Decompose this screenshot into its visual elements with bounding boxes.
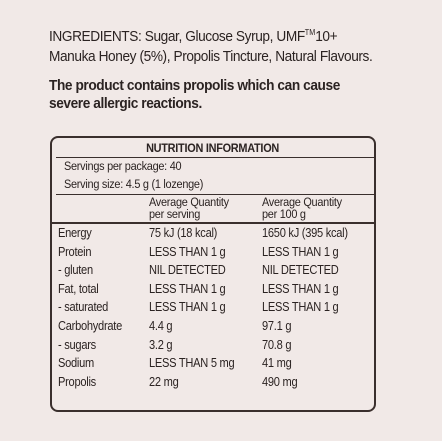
ingredients-line-1-rest: : Sugar, Glucose Syrup, UMF xyxy=(137,28,305,45)
column-head-per-100g: Average Quantity per 100 g xyxy=(262,195,342,221)
nutrition-row: Carbohydrate 4.4 g 97.1 g xyxy=(52,319,374,335)
ingredients-heading: INGREDIENTS xyxy=(49,28,138,45)
nutrient-name: - sugars xyxy=(58,337,96,352)
per-100g-value: 97.1 g xyxy=(262,319,292,333)
nutrition-row: Sodium LESS THAN 5 mg 41 mg xyxy=(52,356,374,372)
serving-size: Serving size: 4.5 g (1 lozenge) xyxy=(64,177,204,191)
allergy-warning: The product contains propolis which can … xyxy=(49,77,340,113)
per-100g-value: LESS THAN 1 g xyxy=(262,300,339,315)
serving-divider xyxy=(56,194,374,195)
nutrient-name: Protein xyxy=(58,244,92,259)
title-divider xyxy=(56,157,374,158)
nutrition-row: Propolis 22 mg 490 mg xyxy=(52,375,374,391)
per-serving-value: LESS THAN 1 g xyxy=(149,300,226,315)
ingredients-line-1-end: 10+ xyxy=(315,28,338,45)
per-serving-value: 22 mg xyxy=(149,374,179,389)
ingredients-line-1: INGREDIENTS: Sugar, Glucose Syrup, UMFTM… xyxy=(49,28,391,48)
per-serving-value: NIL DETECTED xyxy=(149,263,226,278)
nutrition-row: - gluten NIL DETECTED NIL DETECTED xyxy=(52,263,374,279)
per-100g-value: 41 mg xyxy=(262,356,292,371)
allergy-warning-line-2: severe allergic reactions. xyxy=(49,95,202,112)
nutrition-title: NUTRITION INFORMATION xyxy=(146,141,280,155)
nutrient-name: Propolis xyxy=(58,374,96,389)
per-100g-value: 70.8 g xyxy=(262,337,292,352)
per-100g-value: 490 mg xyxy=(262,374,298,389)
nutrition-row: Fat, total LESS THAN 1 g LESS THAN 1 g xyxy=(52,282,374,298)
nutrition-row: - saturated LESS THAN 1 g LESS THAN 1 g xyxy=(52,300,374,316)
nutrition-row: - sugars 3.2 g 70.8 g xyxy=(52,338,374,354)
per-serving-value: 4.4 g xyxy=(149,319,173,333)
nutrient-name: Fat, total xyxy=(58,281,99,296)
ingredients-line-2: Manuka Honey (5%), Propolis Tincture, Na… xyxy=(49,48,373,65)
per-serving-value: 75 kJ (18 kcal) xyxy=(149,226,218,240)
per-100g-value: 1650 kJ (395 kcal) xyxy=(262,226,348,240)
column-head-per-serving: Average Quantity per serving xyxy=(149,195,229,221)
header-divider xyxy=(52,222,374,224)
per-100g-value: LESS THAN 1 g xyxy=(262,281,339,296)
nutrition-row: Energy 75 kJ (18 kcal) 1650 kJ (395 kcal) xyxy=(52,226,374,242)
nutrition-panel: NUTRITION INFORMATION Servings per packa… xyxy=(50,136,376,412)
ingredients-text: INGREDIENTS: Sugar, Glucose Syrup, UMFTM… xyxy=(49,28,391,66)
per-serving-value: LESS THAN 5 mg xyxy=(149,356,235,371)
nutrient-name: Energy xyxy=(58,226,92,240)
per-100g-value: NIL DETECTED xyxy=(262,263,339,278)
per-100g-value: LESS THAN 1 g xyxy=(262,244,339,259)
per-serving-value: LESS THAN 1 g xyxy=(149,244,226,259)
nutrient-name: Sodium xyxy=(58,356,94,371)
nutrient-name: - gluten xyxy=(58,263,93,278)
allergy-warning-line-1: The product contains propolis which can … xyxy=(49,77,340,94)
servings-per-package: Servings per package: 40 xyxy=(64,159,182,173)
nutrient-name: - saturated xyxy=(58,300,109,315)
nutrient-name: Carbohydrate xyxy=(58,319,122,333)
per-serving-value: LESS THAN 1 g xyxy=(149,281,226,296)
trademark-mark: TM xyxy=(304,28,316,37)
nutrition-row: Protein LESS THAN 1 g LESS THAN 1 g xyxy=(52,245,374,261)
per-serving-value: 3.2 g xyxy=(149,337,173,352)
